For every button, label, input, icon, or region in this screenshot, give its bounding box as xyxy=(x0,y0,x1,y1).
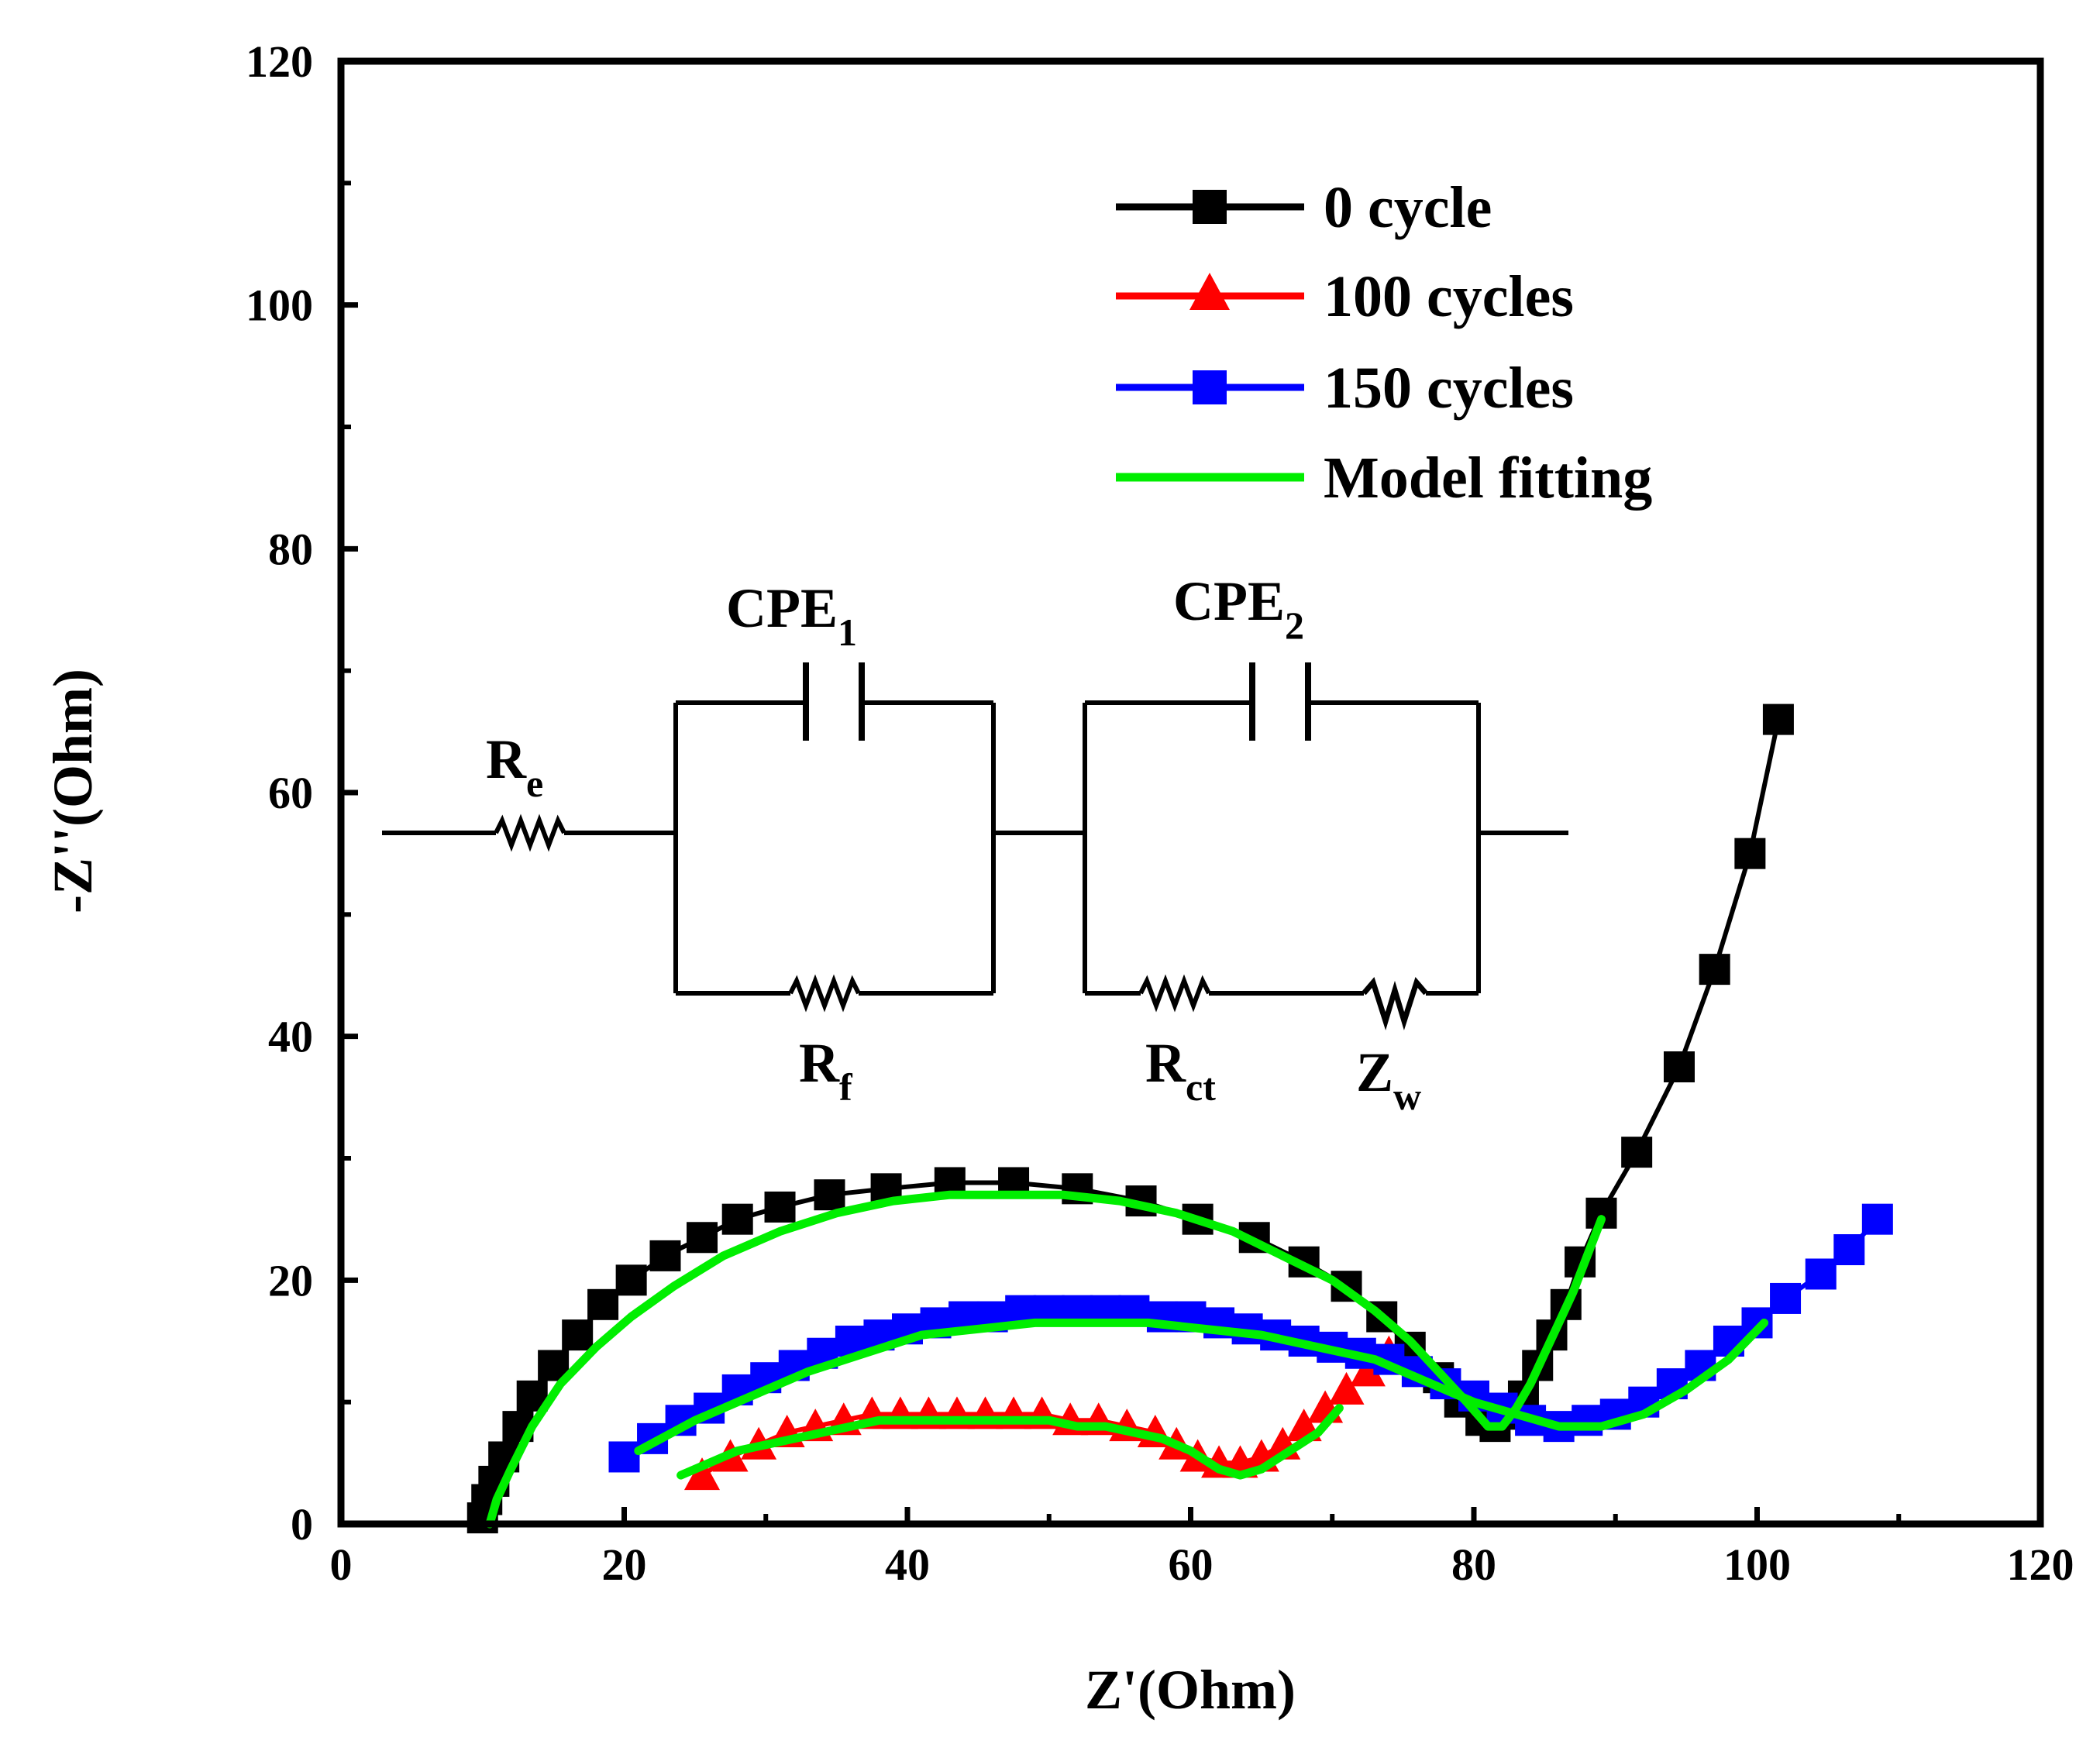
data-point xyxy=(814,1179,845,1211)
x-tick-label: 0 xyxy=(330,1539,353,1590)
y-tick-label: 80 xyxy=(268,524,313,574)
model-fitting-curve xyxy=(634,1318,1769,1456)
legend-marker-0-cycle xyxy=(1193,190,1227,224)
legend-label-100-cycles: 100 cycles xyxy=(1324,264,1574,329)
legend-label-model-fitting: Model fitting xyxy=(1324,445,1652,511)
data-point xyxy=(1328,1371,1365,1405)
label-cpe2: CPE2 xyxy=(1173,570,1304,647)
data-point xyxy=(615,1264,647,1296)
label-rct: Rct xyxy=(1145,1032,1216,1109)
rf-resistor-icon xyxy=(788,974,861,1013)
data-point xyxy=(764,1191,796,1223)
data-point xyxy=(587,1288,619,1320)
data-point xyxy=(1699,954,1730,986)
x-tick-label: 80 xyxy=(1451,1539,1496,1590)
legend: 0 cycle 100 cycles 150 cycles Model fitt… xyxy=(1116,175,1652,511)
y-tick-label: 40 xyxy=(268,1012,313,1062)
data-point xyxy=(721,1203,753,1235)
x-tick-label: 120 xyxy=(2007,1539,2074,1590)
y-tick-label: 100 xyxy=(246,280,313,331)
y-tick-label: 120 xyxy=(246,36,313,87)
data-point xyxy=(1349,1354,1386,1387)
data-point xyxy=(1734,838,1766,869)
warburg-element-icon xyxy=(1362,976,1428,1030)
data-point xyxy=(687,1222,718,1254)
label-re: Re xyxy=(486,728,543,805)
legend-item-100-cycles: 100 cycles xyxy=(1116,264,1574,329)
data-point xyxy=(649,1240,681,1271)
re-resistor-icon xyxy=(494,814,566,852)
y-tick-label: 60 xyxy=(268,768,313,818)
axis-layer: 0 20 40 60 80 100 120 0 20 40 60 80 100 120 xyxy=(246,36,2074,1590)
equivalent-circuit-diagram xyxy=(382,662,1568,1030)
x-tick-label: 20 xyxy=(602,1539,647,1590)
data-point xyxy=(1833,1234,1865,1265)
legend-marker-100-cycles xyxy=(1189,273,1230,310)
data-point xyxy=(608,1441,640,1473)
legend-item-150-cycles: 150 cycles xyxy=(1116,356,1574,421)
circuit-labels: Re CPE1 CPE2 Rf Rct Zw xyxy=(486,570,1421,1118)
legend-item-model-fitting: Model fitting xyxy=(1116,445,1652,511)
legend-marker-150-cycles xyxy=(1193,370,1227,404)
data-point xyxy=(1770,1282,1802,1314)
x-axis-label: Z'(Ohm) xyxy=(1085,1659,1296,1721)
legend-label-150-cycles: 150 cycles xyxy=(1324,356,1574,421)
data-point xyxy=(1805,1258,1837,1290)
x-tick-label: 40 xyxy=(885,1539,930,1590)
y-tick-label: 0 xyxy=(291,1499,313,1550)
data-point xyxy=(1572,1405,1603,1436)
label-zw: Zw xyxy=(1356,1041,1421,1118)
legend-item-0-cycle: 0 cycle xyxy=(1116,175,1492,240)
legend-label-0-cycle: 0 cycle xyxy=(1324,175,1492,240)
rct-resistor-icon xyxy=(1138,974,1211,1013)
y-axis-label: -Z''(Ohm) xyxy=(42,669,104,913)
label-cpe1: CPE1 xyxy=(726,577,857,654)
label-rf: Rf xyxy=(799,1032,853,1109)
data-point xyxy=(1663,1051,1695,1082)
y-tick-label: 20 xyxy=(268,1255,313,1305)
data-point xyxy=(562,1319,594,1351)
model-fitting-curve xyxy=(485,1190,1606,1529)
model-fitting-layer xyxy=(485,1190,1769,1529)
data-point xyxy=(684,1457,721,1491)
x-tick-label: 60 xyxy=(1169,1539,1214,1590)
x-tick-label: 100 xyxy=(1723,1539,1791,1590)
data-point xyxy=(1762,703,1794,735)
data-point xyxy=(1621,1137,1653,1168)
data-point xyxy=(1861,1203,1893,1235)
model-fitting-curve xyxy=(676,1404,1344,1480)
